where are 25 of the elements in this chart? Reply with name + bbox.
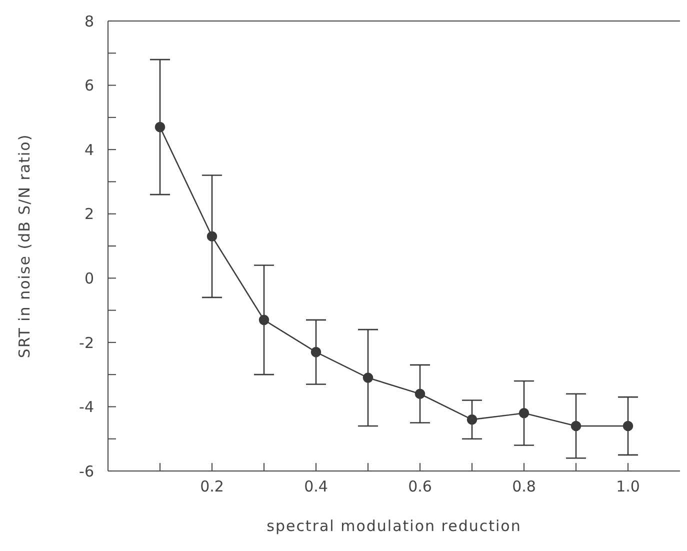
x-tick-label: 0.6 <box>408 478 432 496</box>
point <box>570 420 582 432</box>
x-axis-title: spectral modulation reduction <box>266 517 522 535</box>
point <box>310 346 322 358</box>
point <box>414 388 426 400</box>
point <box>466 414 478 425</box>
y-tick-label: 0 <box>84 269 94 288</box>
x-tick-label: 1.0 <box>616 478 640 496</box>
y-tick-label: 8 <box>84 12 94 30</box>
point <box>206 231 218 242</box>
y-tick-label: -2 <box>79 334 94 352</box>
point <box>362 372 374 383</box>
point <box>518 408 530 418</box>
y-tick-label: 4 <box>84 140 94 159</box>
point <box>154 122 166 132</box>
x-tick-label: 0.4 <box>304 478 328 496</box>
point <box>258 314 270 326</box>
y-tick-label: 6 <box>84 76 94 95</box>
y-axis-title: SRT in noise (dB S/N ratio) <box>15 134 34 358</box>
y-tick-label: -4 <box>79 398 94 416</box>
x-tick-label: 0.2 <box>200 478 224 496</box>
x-tick-label: 0.8 <box>512 478 536 496</box>
y-tick-label: -6 <box>79 462 94 480</box>
y-tick-label: 2 <box>84 205 94 224</box>
point <box>622 420 634 432</box>
